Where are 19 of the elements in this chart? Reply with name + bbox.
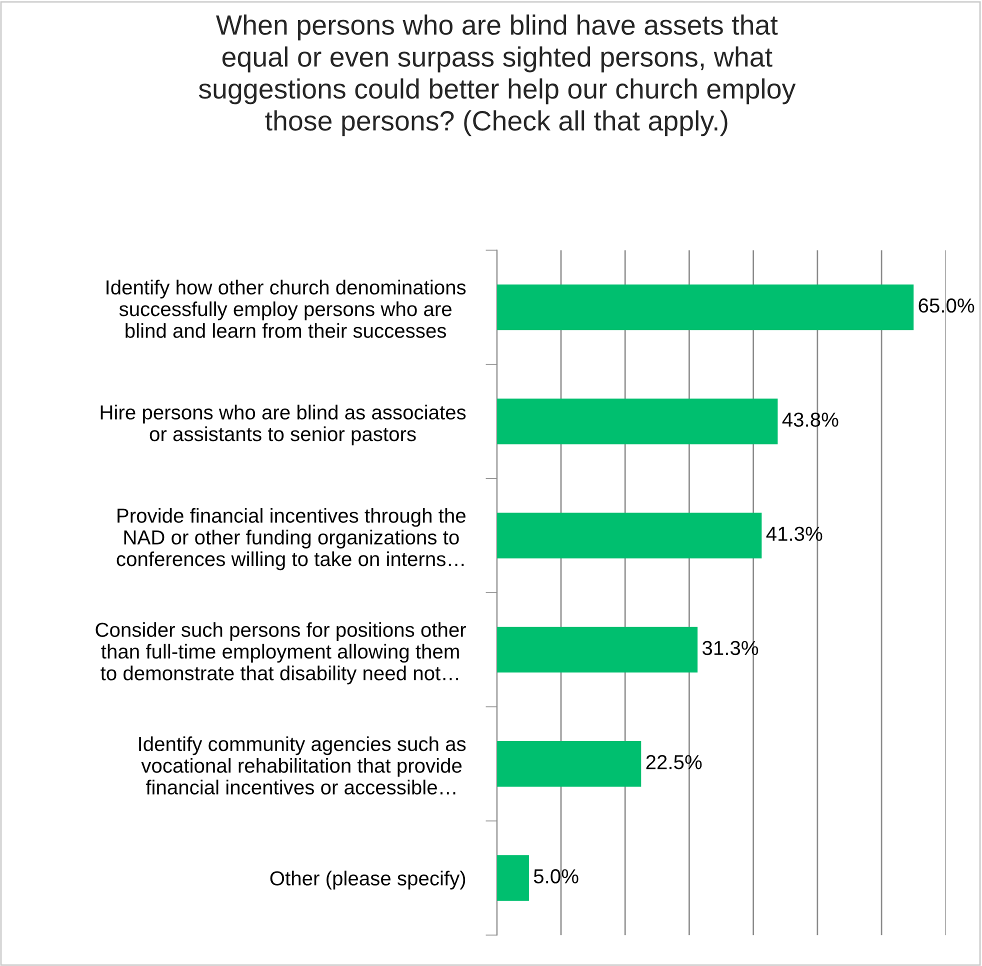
y-tick-label: Other (please specify) bbox=[270, 870, 466, 890]
bar bbox=[496, 626, 698, 673]
bar bbox=[496, 284, 914, 330]
bar bbox=[496, 855, 529, 901]
bar bbox=[496, 512, 762, 558]
data-label: 31.3% bbox=[702, 640, 758, 656]
data-label: 22.5% bbox=[646, 755, 702, 770]
data-label: 5.0% bbox=[534, 869, 578, 884]
y-tick-label: Identify community agencies such as vocational rehabilitation that provide financial incentives or accessible… bbox=[139, 736, 466, 795]
data-label: 65.0% bbox=[918, 298, 974, 313]
chart-title: When persons who are blind have assets that equal or even surpass sighted persons, what suggestions could better help our church employ those persons? (Check all that apply.) bbox=[198, 14, 796, 136]
data-label: 43.8% bbox=[782, 412, 838, 427]
y-tick-label: Identify how other church denominations successfully employ persons who are blind and learn from their successes bbox=[106, 280, 466, 338]
bar bbox=[496, 741, 642, 787]
y-tick-label: Hire persons who are blind as associates or assistants to senior pastors bbox=[100, 404, 466, 446]
bar bbox=[496, 398, 778, 444]
y-tick-label: Provide financial incentives through the NAD or other funding organizations to conferences willing to take on interns… bbox=[116, 508, 466, 570]
data-label: 41.3% bbox=[766, 526, 822, 541]
y-tick-label: Consider such persons for positions other than full-time employment allowing them to demonstrate that disability need not… bbox=[96, 622, 466, 684]
